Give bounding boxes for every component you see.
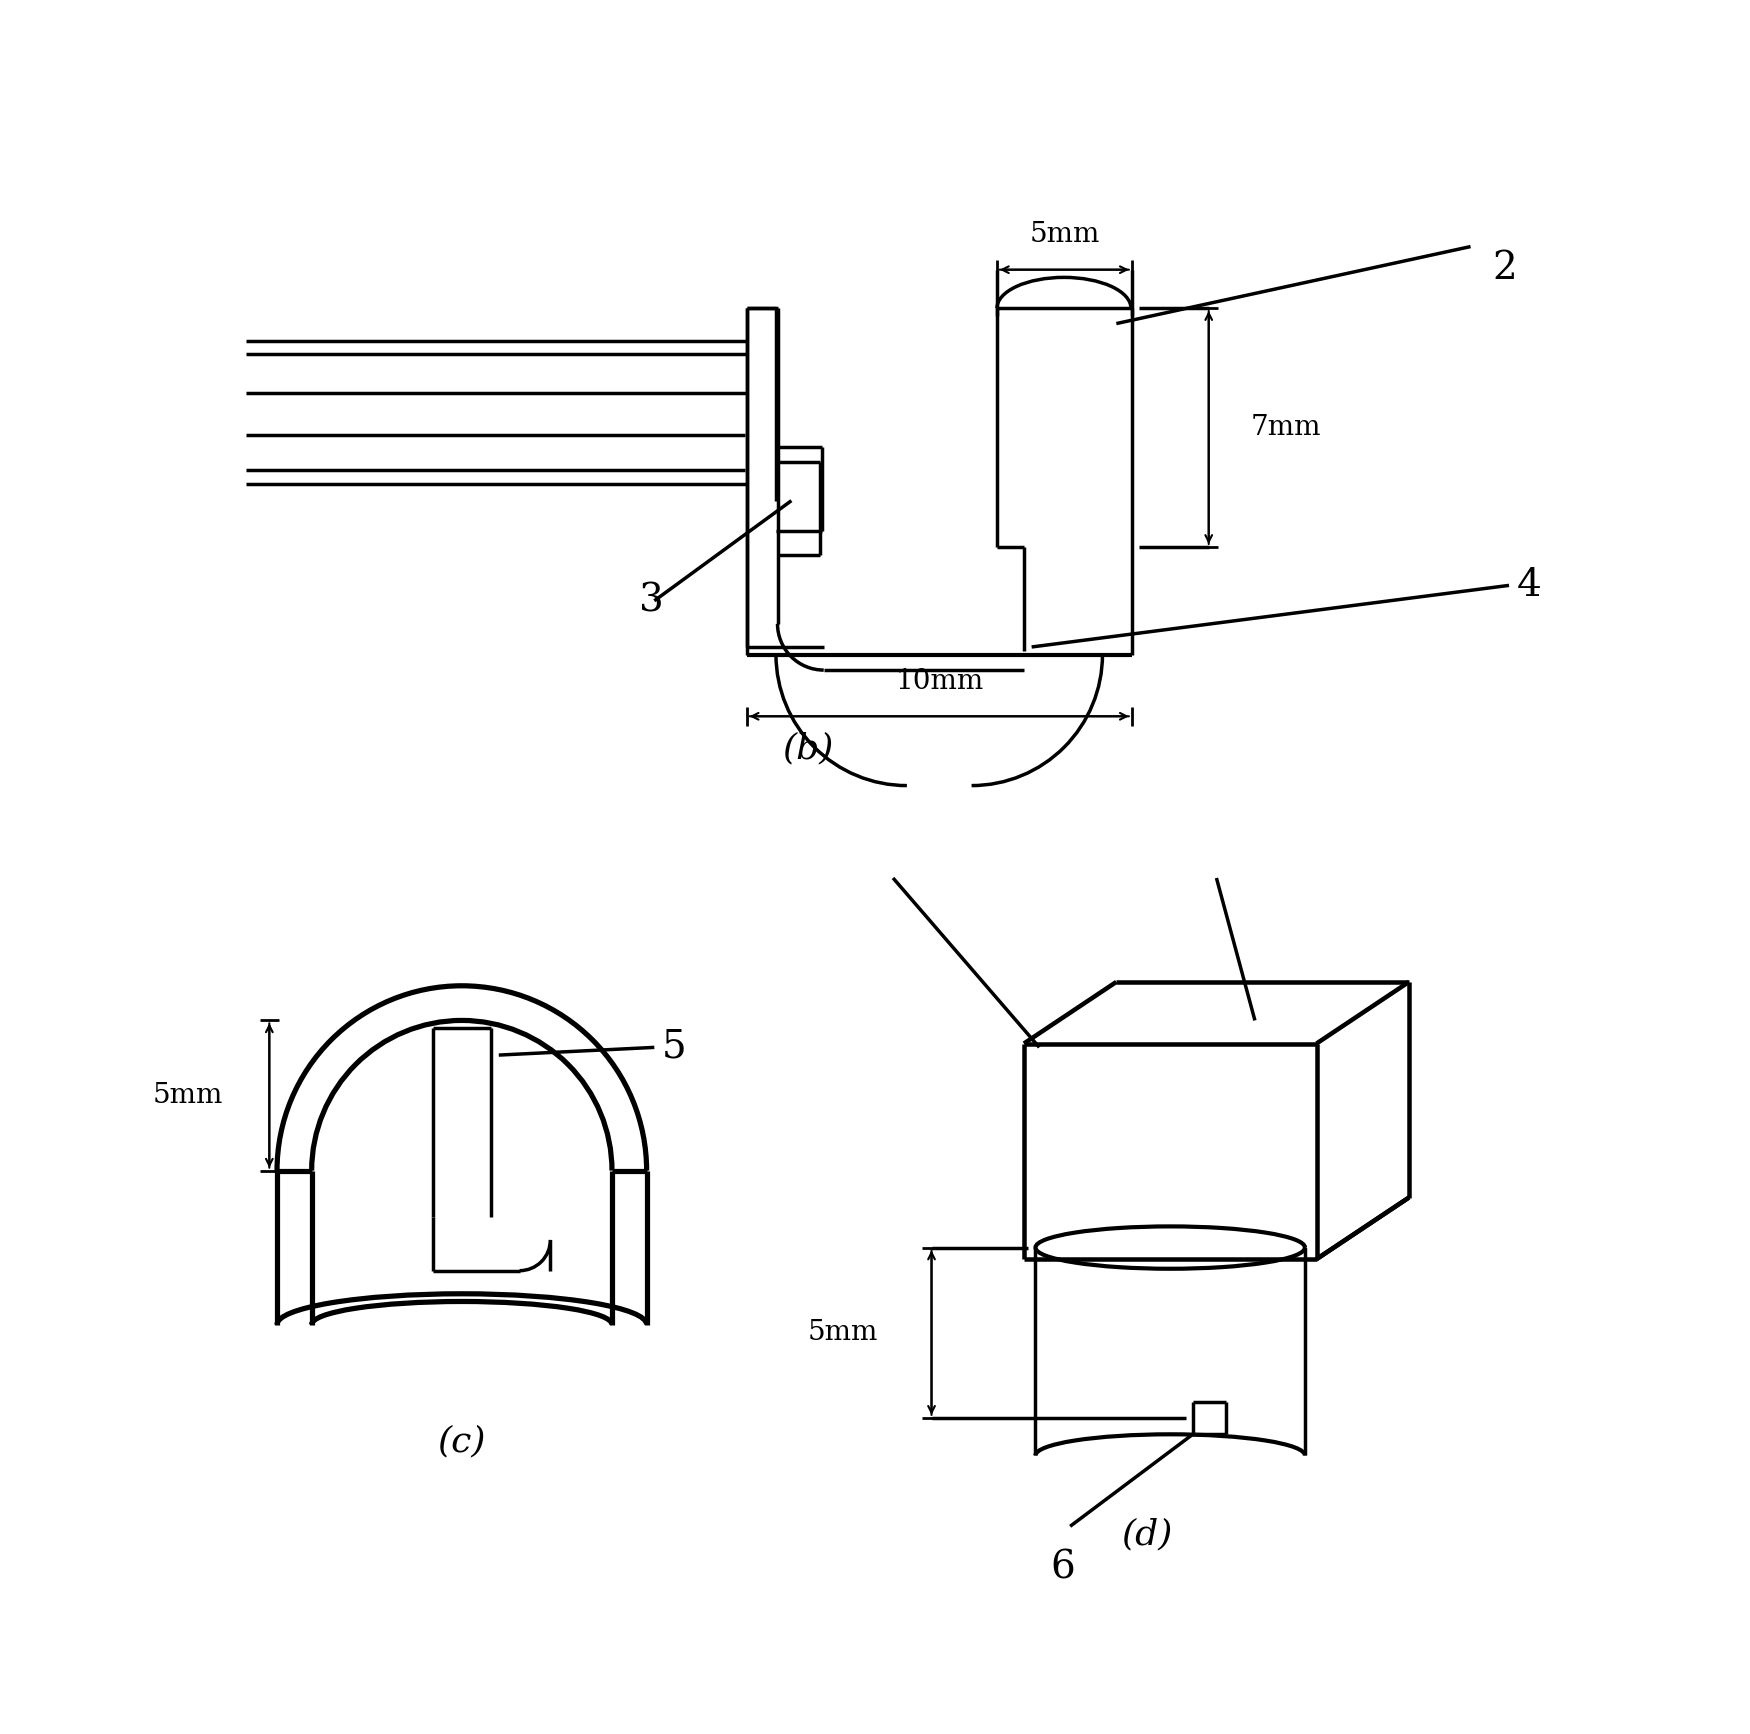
Text: 2: 2 — [1493, 250, 1517, 288]
Text: 5mm: 5mm — [807, 1320, 878, 1346]
Text: 10mm: 10mm — [894, 668, 984, 695]
Text: 4: 4 — [1517, 567, 1542, 603]
Text: (d): (d) — [1122, 1517, 1172, 1552]
Text: (b): (b) — [782, 732, 835, 766]
Text: 5: 5 — [662, 1028, 686, 1066]
Text: (c): (c) — [438, 1425, 487, 1458]
Text: 5mm: 5mm — [1029, 222, 1099, 248]
Text: 3: 3 — [639, 583, 663, 619]
Text: 7mm: 7mm — [1251, 414, 1321, 440]
Text: 5mm: 5mm — [152, 1082, 224, 1110]
Text: 6: 6 — [1050, 1550, 1074, 1587]
